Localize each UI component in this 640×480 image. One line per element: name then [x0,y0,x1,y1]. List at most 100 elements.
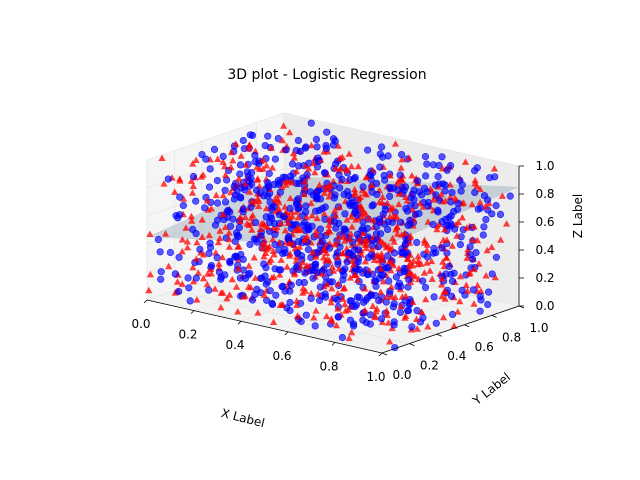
point-class-1 [351,207,360,215]
point-class-1 [260,260,268,268]
point-class-0 [438,281,446,288]
point-class-0 [270,250,278,258]
point-class-0 [258,244,267,251]
point-class-0 [242,161,250,168]
point-class-0 [356,235,364,242]
point-class-1 [404,221,412,229]
point-class-1 [260,192,268,200]
point-class-0 [420,236,429,244]
point-class-0 [314,290,322,297]
point-class-1 [451,225,459,233]
point-class-0 [362,173,370,181]
point-class-0 [189,263,197,271]
point-class-1 [397,282,405,291]
point-class-1 [205,249,213,257]
point-class-0 [320,246,328,253]
point-class-1 [390,300,398,308]
point-class-0 [276,271,284,278]
point-class-0 [328,285,336,292]
point-class-0 [384,319,392,326]
point-class-0 [439,313,448,321]
point-class-0 [406,259,414,267]
point-class-0 [294,213,302,221]
point-class-0 [197,173,206,180]
point-class-1 [384,225,392,233]
point-class-1 [492,202,500,210]
point-class-1 [480,223,488,231]
point-class-0 [259,219,268,227]
point-class-0 [323,185,332,193]
point-class-1 [186,297,194,305]
point-class-1 [421,153,430,161]
point-class-0 [158,154,166,161]
point-class-1 [213,199,222,207]
point-class-0 [341,300,349,308]
point-class-0 [214,155,222,162]
point-class-0 [240,293,248,300]
point-class-0 [490,165,498,172]
point-class-1 [176,211,184,219]
y-axis-label: Y Label [469,370,513,408]
point-class-1 [326,244,334,252]
point-class-1 [367,251,375,259]
point-class-1 [313,195,321,203]
point-class-0 [207,204,215,212]
point-class-1 [438,244,446,252]
point-class-1 [311,263,319,271]
point-class-1 [488,210,496,218]
point-class-0 [448,242,456,249]
point-class-0 [503,220,511,227]
point-class-1 [239,205,247,213]
point-class-1 [176,193,184,201]
point-class-0 [390,238,398,245]
point-class-1 [315,296,324,305]
point-class-0 [341,237,349,244]
point-class-0 [345,150,353,157]
point-class-0 [291,270,299,278]
point-class-0 [446,193,454,200]
point-class-0 [207,269,215,277]
point-class-0 [323,281,331,288]
point-class-1 [268,203,276,211]
point-class-0 [234,308,242,315]
point-class-1 [331,218,339,226]
point-class-0 [369,302,377,309]
point-class-1 [166,248,174,257]
point-class-0 [302,161,310,169]
point-class-0 [198,233,206,240]
point-class-0 [274,196,282,203]
point-class-1 [217,273,225,281]
point-class-0 [219,289,227,296]
point-class-0 [458,214,466,221]
point-class-0 [221,223,229,231]
point-class-0 [383,293,391,300]
point-class-1 [235,224,243,232]
point-class-0 [222,171,230,178]
point-class-0 [319,270,327,277]
point-class-1 [294,195,302,203]
point-class-1 [348,252,357,260]
point-class-0 [401,314,409,321]
point-class-0 [371,312,379,319]
point-class-0 [473,182,481,189]
point-class-1 [239,255,247,264]
point-class-0 [388,259,396,267]
point-class-0 [189,160,197,167]
point-class-0 [331,206,339,214]
point-class-1 [295,279,303,287]
point-class-1 [368,202,376,210]
point-class-1 [229,215,237,223]
point-class-0 [301,178,309,185]
point-class-0 [325,215,333,222]
point-class-0 [245,145,253,152]
point-class-0 [180,195,188,202]
point-class-0 [416,199,424,207]
point-class-0 [301,184,309,191]
point-class-1 [175,287,183,296]
point-class-0 [260,291,268,298]
point-class-0 [336,154,344,162]
point-class-1 [341,210,349,218]
point-class-0 [309,159,317,167]
z-axis-tick-label: 0.8 [535,187,554,201]
point-class-1 [415,188,423,196]
